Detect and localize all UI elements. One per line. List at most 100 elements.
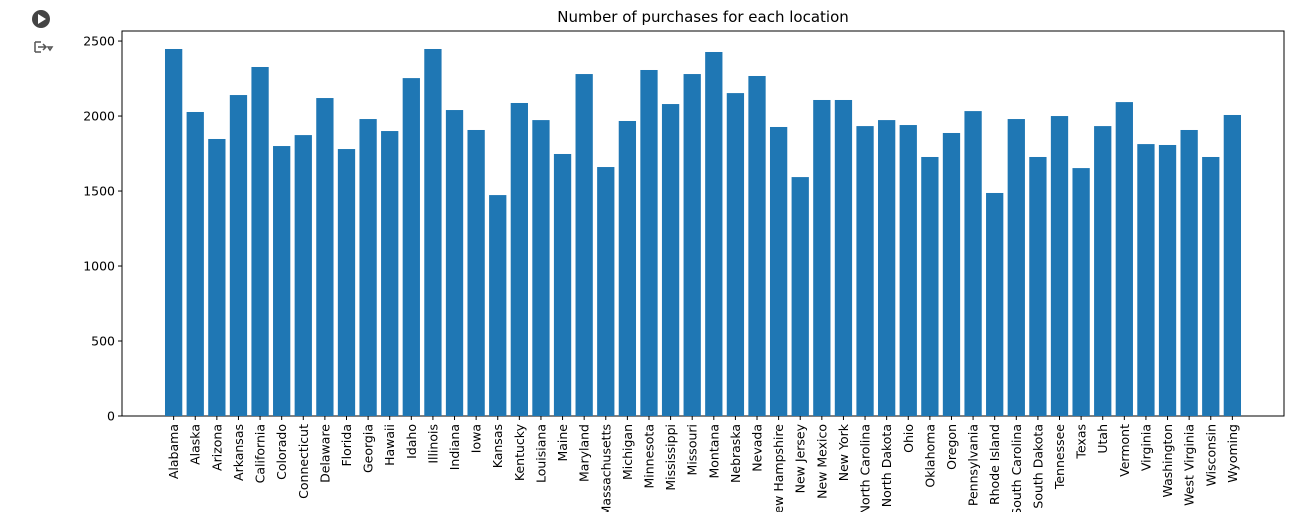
x-tick-label: Washington [1160, 424, 1175, 497]
bar [273, 146, 291, 416]
bar [683, 74, 701, 417]
x-tick-label: Wisconsin [1203, 424, 1218, 486]
bar [964, 111, 982, 416]
bar [856, 126, 874, 417]
bar [424, 48, 442, 417]
y-tick-label: 2000 [83, 109, 115, 124]
bar [359, 119, 377, 416]
y-tick-label: 1500 [83, 184, 115, 199]
bar [813, 99, 831, 417]
x-tick-label: Arkansas [231, 424, 246, 481]
bar [251, 66, 269, 416]
x-tick-label: Ohio [901, 424, 916, 453]
x-tick-label: Oregon [944, 424, 959, 470]
x-tick-label: Utah [1095, 424, 1110, 454]
output-toggle[interactable] [34, 41, 54, 53]
y-tick-label: 2500 [83, 34, 115, 49]
x-tick-label: Michigan [620, 424, 635, 480]
bar [510, 102, 528, 416]
x-tick-label: Colorado [274, 424, 289, 480]
bar [337, 149, 356, 416]
x-tick-label: Mississippi [663, 424, 678, 491]
x-tick-label: Hawaii [382, 424, 397, 466]
bar [1180, 129, 1198, 416]
x-tick-label: Tennessee [1052, 424, 1067, 490]
x-tick-label: Montana [706, 424, 721, 479]
bar [705, 51, 723, 416]
bar [769, 126, 788, 416]
bar [618, 120, 637, 416]
x-tick-label: Vermont [1117, 424, 1132, 477]
x-tick-label: South Carolina [1009, 424, 1024, 512]
x-tick-label: Arizona [209, 424, 224, 471]
x-tick-label: Florida [339, 424, 354, 467]
x-tick-label: Indiana [447, 424, 462, 470]
bar [1115, 102, 1133, 417]
bar [402, 78, 420, 417]
bar [921, 156, 939, 416]
bar [467, 129, 485, 416]
y-tick-label: 1000 [83, 259, 115, 274]
bar [1223, 114, 1242, 417]
x-tick-label: New Mexico [814, 424, 829, 499]
bar [294, 135, 312, 416]
y-tick-label: 500 [91, 334, 115, 349]
bar [1050, 116, 1069, 417]
run-button[interactable] [32, 10, 50, 28]
x-tick-label: Connecticut [296, 424, 311, 499]
x-tick-label: Alaska [188, 424, 203, 465]
bar [986, 192, 1004, 416]
x-tick-label: Maine [555, 424, 570, 462]
bar [381, 131, 399, 417]
x-tick-label: Maryland [577, 424, 592, 482]
x-tick-label: Alabama [166, 424, 181, 479]
bar [445, 110, 464, 416]
bar [1007, 119, 1025, 416]
bar [208, 138, 226, 417]
bar [316, 98, 334, 416]
x-tick-label: Illinois [425, 424, 440, 464]
bar [229, 95, 248, 416]
bar [878, 120, 896, 416]
x-tick-label: North Dakota [879, 424, 894, 507]
bar [597, 167, 615, 416]
x-tick-label: Oklahoma [922, 424, 937, 488]
bar [661, 104, 680, 416]
x-tick-label: Wyoming [1225, 424, 1240, 483]
bar [640, 69, 658, 416]
bar [899, 125, 917, 417]
x-tick-label: Nebraska [728, 424, 743, 483]
bar [1072, 168, 1090, 416]
bar [553, 153, 572, 417]
bar [1158, 144, 1177, 416]
bar [575, 74, 593, 417]
x-tick-label: Pennsylvania [966, 424, 981, 506]
chart-title: Number of purchases for each location [557, 8, 849, 26]
bar [1137, 144, 1155, 416]
y-tick-label: 0 [107, 409, 115, 424]
x-tick-label: South Dakota [1030, 424, 1045, 509]
plot-frame [121, 30, 1285, 417]
x-tick-label: Missouri [685, 424, 700, 475]
bar [834, 99, 853, 417]
x-tick-label: New York [836, 423, 851, 481]
bar [489, 195, 507, 416]
x-tick-label: Kansas [490, 424, 505, 468]
x-tick-label: Idaho [404, 424, 419, 459]
x-tick-label: West Virginia [1182, 424, 1197, 506]
x-tick-label: Texas [1074, 424, 1089, 460]
bar [186, 111, 204, 417]
x-tick-label: California [253, 424, 268, 483]
x-tick-label: Minnesota [641, 424, 656, 489]
x-tick-label: Massachusetts [598, 424, 613, 512]
bar [748, 75, 766, 417]
x-tick-label: Georgia [361, 424, 376, 473]
x-tick-label: Kentucky [512, 423, 527, 481]
x-tick-label: Virginia [1138, 424, 1153, 471]
bar [1202, 156, 1220, 416]
x-tick-label: North Carolina [858, 424, 873, 512]
x-tick-label: Louisiana [533, 424, 548, 483]
bar [1029, 156, 1047, 416]
bar [532, 120, 550, 416]
